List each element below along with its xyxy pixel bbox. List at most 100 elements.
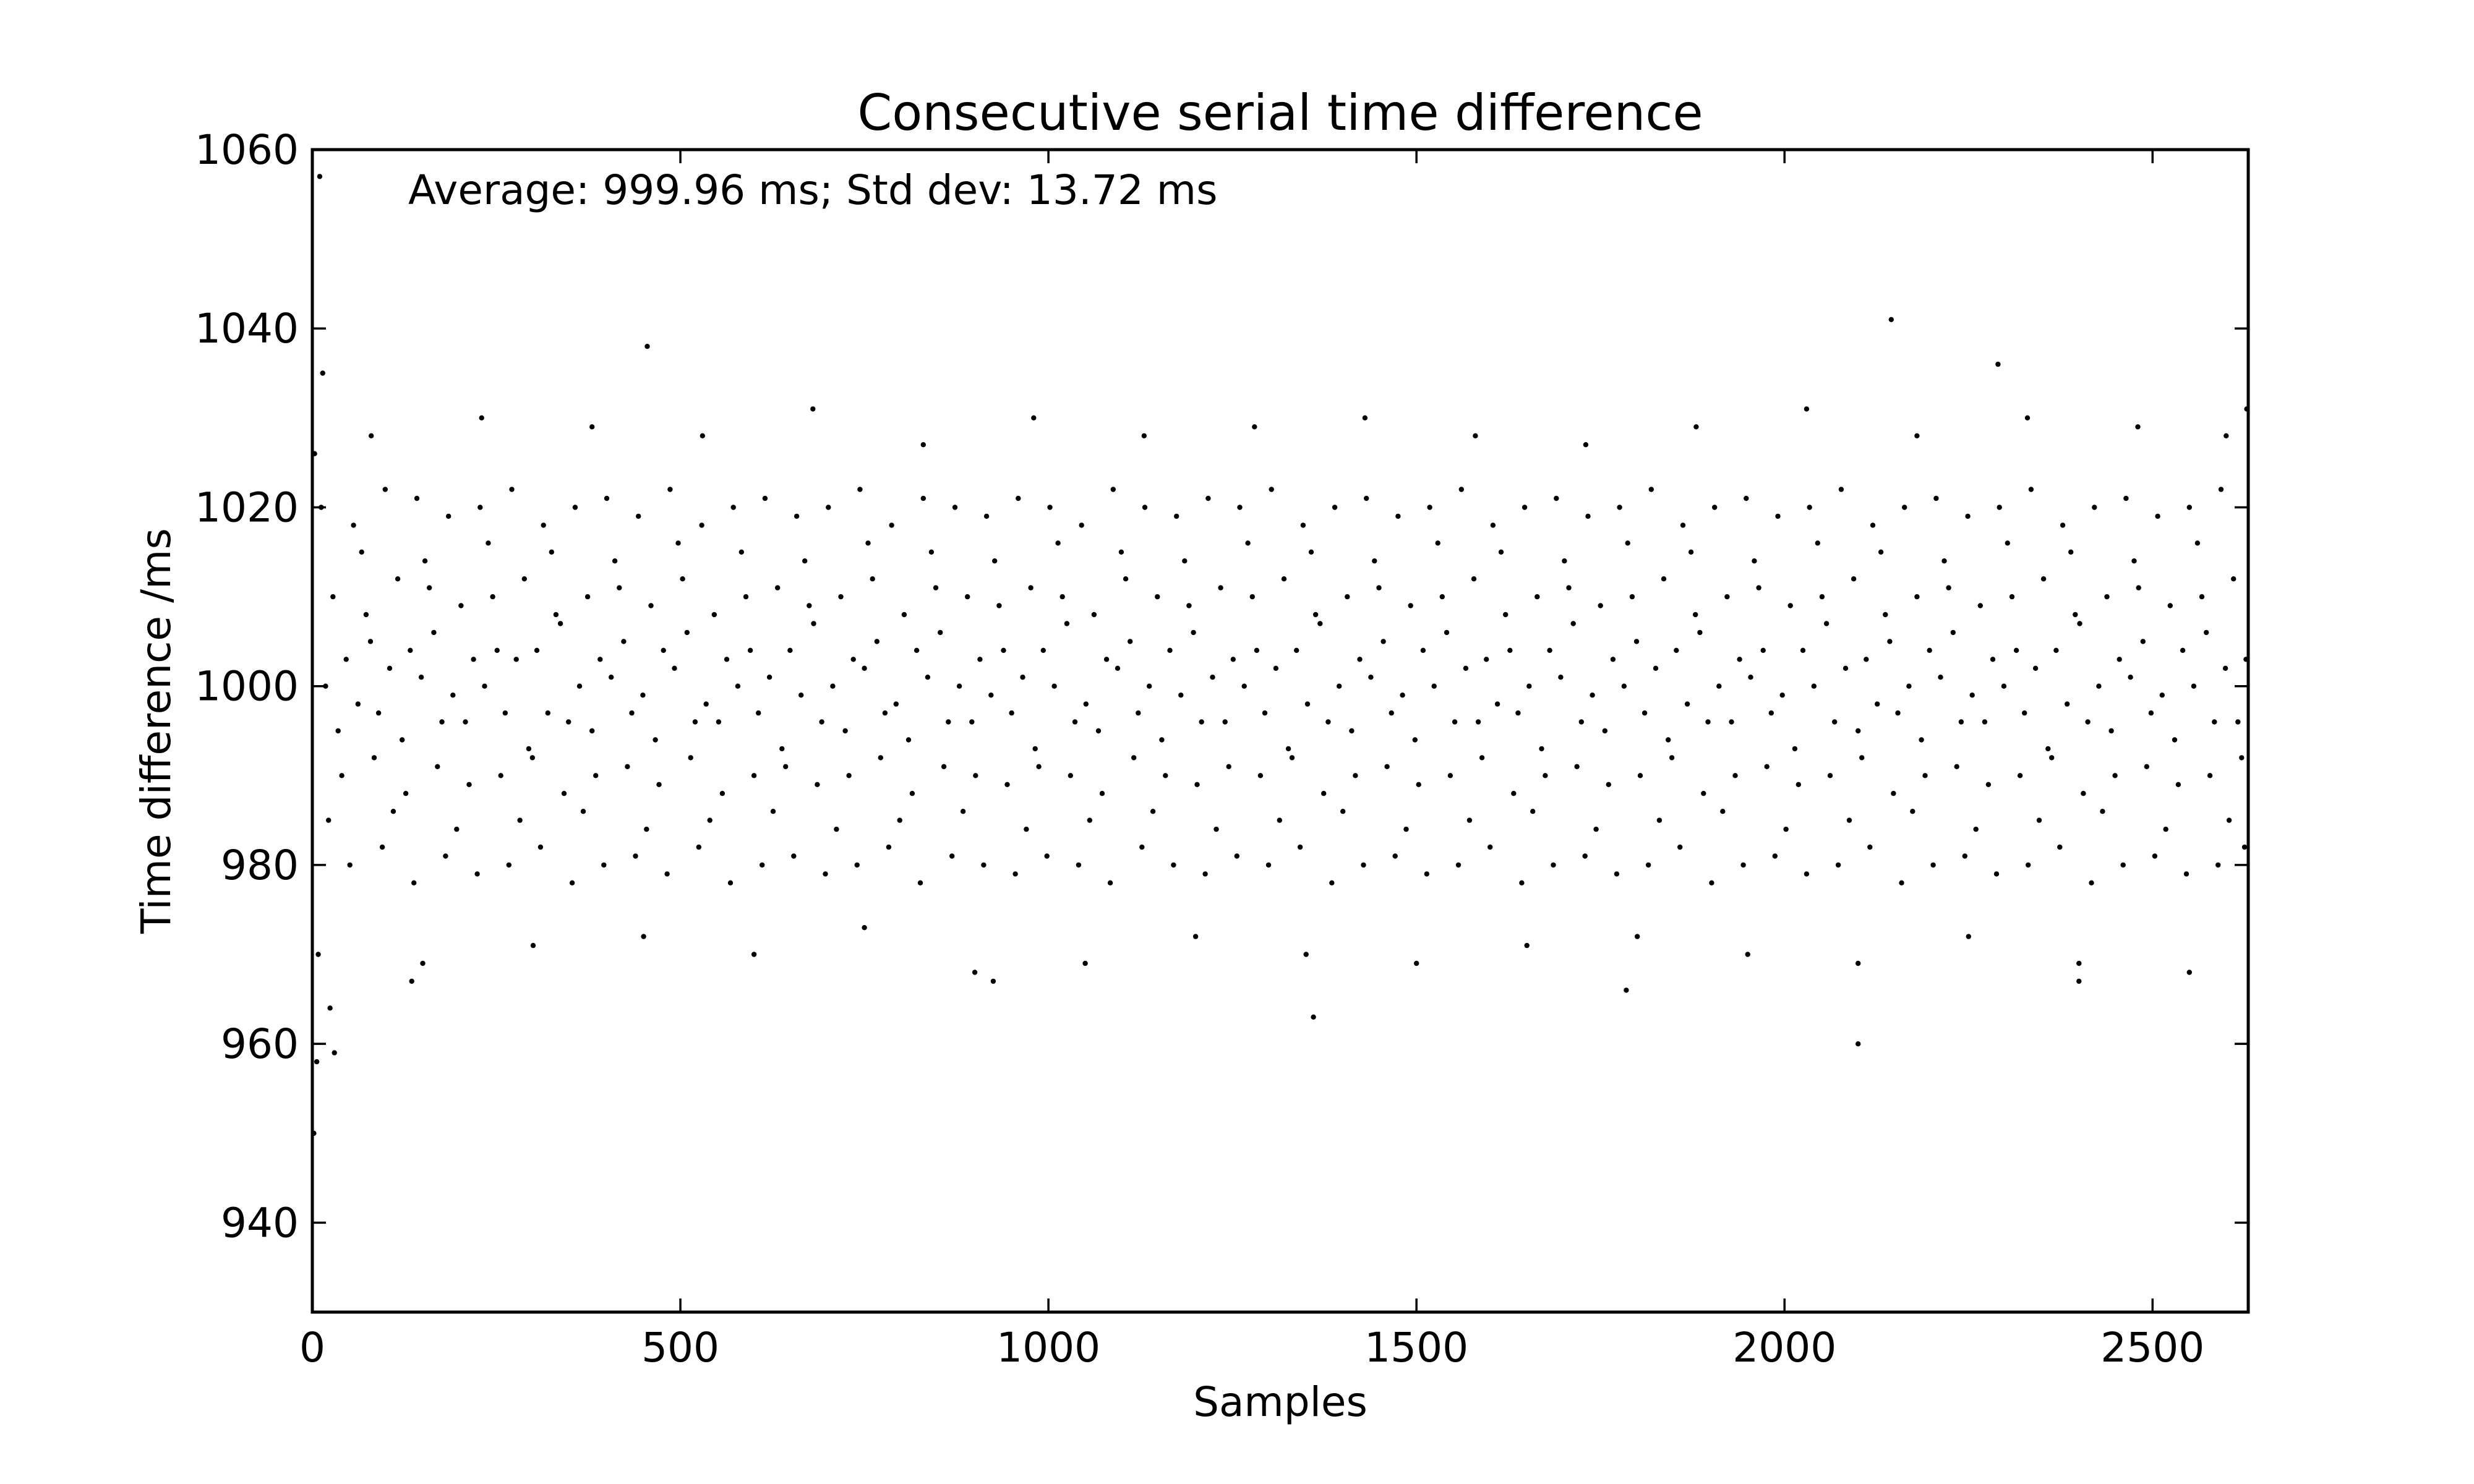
data-point bbox=[1325, 719, 1331, 725]
data-point bbox=[983, 513, 990, 519]
data-point bbox=[1435, 540, 1440, 546]
data-point bbox=[1745, 952, 1750, 957]
data-point bbox=[2212, 719, 2217, 725]
data-point bbox=[1110, 487, 1116, 492]
data-point bbox=[450, 693, 456, 698]
data-point bbox=[819, 719, 824, 725]
data-point bbox=[2155, 513, 2160, 519]
data-point bbox=[1416, 782, 1421, 788]
data-point bbox=[798, 693, 804, 698]
data-point bbox=[2199, 594, 2205, 600]
data-point bbox=[675, 540, 681, 546]
data-point bbox=[1519, 880, 1525, 886]
data-point bbox=[707, 817, 713, 823]
x-tick-label: 500 bbox=[641, 1324, 719, 1371]
data-point bbox=[1669, 755, 1675, 761]
data-point bbox=[343, 657, 349, 662]
data-point bbox=[834, 826, 839, 832]
data-point bbox=[1484, 657, 1489, 662]
data-point bbox=[1927, 647, 1932, 654]
data-point bbox=[1558, 675, 1564, 680]
data-point bbox=[2024, 415, 2031, 420]
data-point bbox=[2235, 719, 2241, 725]
data-point bbox=[1361, 862, 1366, 868]
data-point bbox=[1661, 576, 1667, 582]
data-point bbox=[886, 844, 892, 850]
data-point bbox=[2180, 647, 2186, 654]
data-point bbox=[1656, 817, 1663, 823]
data-point bbox=[387, 665, 393, 672]
data-point bbox=[339, 773, 345, 778]
data-point bbox=[1724, 594, 1730, 600]
data-point bbox=[566, 719, 571, 725]
x-tick-label: 2000 bbox=[1732, 1324, 1836, 1371]
data-point bbox=[363, 612, 369, 618]
data-point bbox=[2163, 826, 2168, 832]
data-point bbox=[576, 683, 583, 689]
data-point bbox=[1910, 809, 1915, 814]
data-point bbox=[2022, 710, 2027, 716]
data-point bbox=[977, 657, 983, 662]
data-point bbox=[874, 639, 880, 644]
data-point bbox=[802, 558, 808, 564]
data-point bbox=[738, 549, 745, 555]
data-point bbox=[458, 603, 464, 608]
data-point bbox=[521, 576, 527, 582]
data-point bbox=[1262, 710, 1268, 716]
data-point bbox=[981, 862, 987, 868]
data-point bbox=[854, 862, 860, 868]
data-point bbox=[1697, 629, 1703, 636]
data-point bbox=[661, 647, 666, 654]
data-point bbox=[730, 505, 736, 510]
data-point bbox=[946, 719, 951, 725]
data-point bbox=[1458, 487, 1464, 492]
data-point bbox=[1131, 755, 1137, 761]
data-point bbox=[882, 710, 888, 716]
data-point bbox=[1950, 629, 1956, 636]
data-point bbox=[1804, 406, 1810, 412]
data-point bbox=[506, 862, 511, 868]
data-point bbox=[889, 522, 894, 528]
data-point bbox=[1846, 817, 1852, 823]
data-point bbox=[529, 755, 535, 761]
data-point bbox=[878, 755, 884, 761]
data-point bbox=[513, 657, 519, 662]
data-point bbox=[359, 549, 364, 555]
data-point bbox=[1965, 513, 1971, 519]
y-axis-label: Time difference /ms bbox=[132, 528, 180, 934]
data-point bbox=[1864, 657, 1869, 662]
data-point bbox=[1867, 844, 1873, 850]
data-point bbox=[1748, 675, 1753, 680]
data-point bbox=[1617, 505, 1622, 510]
data-point bbox=[1804, 871, 1810, 877]
data-point bbox=[917, 880, 923, 886]
data-point bbox=[502, 710, 508, 716]
data-point bbox=[1534, 594, 1540, 600]
data-point bbox=[1055, 540, 1061, 546]
data-point bbox=[403, 791, 409, 796]
data-point bbox=[1511, 791, 1517, 796]
data-point bbox=[1756, 585, 1761, 591]
data-point bbox=[1522, 505, 1528, 510]
data-point bbox=[1202, 871, 1208, 877]
data-point bbox=[1958, 719, 1964, 725]
data-point bbox=[1906, 683, 1912, 689]
data-point bbox=[1684, 701, 1690, 707]
data-point bbox=[1368, 675, 1374, 680]
data-point bbox=[1688, 549, 1694, 555]
data-point bbox=[1633, 639, 1640, 644]
data-point bbox=[920, 442, 927, 448]
data-point bbox=[584, 594, 591, 600]
data-point bbox=[692, 719, 698, 725]
data-point bbox=[1585, 513, 1591, 519]
data-point bbox=[1265, 862, 1272, 868]
data-point bbox=[1191, 629, 1196, 636]
data-point bbox=[420, 960, 426, 966]
data-point bbox=[724, 657, 730, 662]
data-point bbox=[2013, 647, 2019, 654]
data-point bbox=[1031, 415, 1037, 420]
data-point bbox=[2057, 844, 2063, 850]
data-point bbox=[569, 880, 575, 886]
data-point bbox=[862, 925, 867, 931]
data-point bbox=[1408, 603, 1413, 608]
